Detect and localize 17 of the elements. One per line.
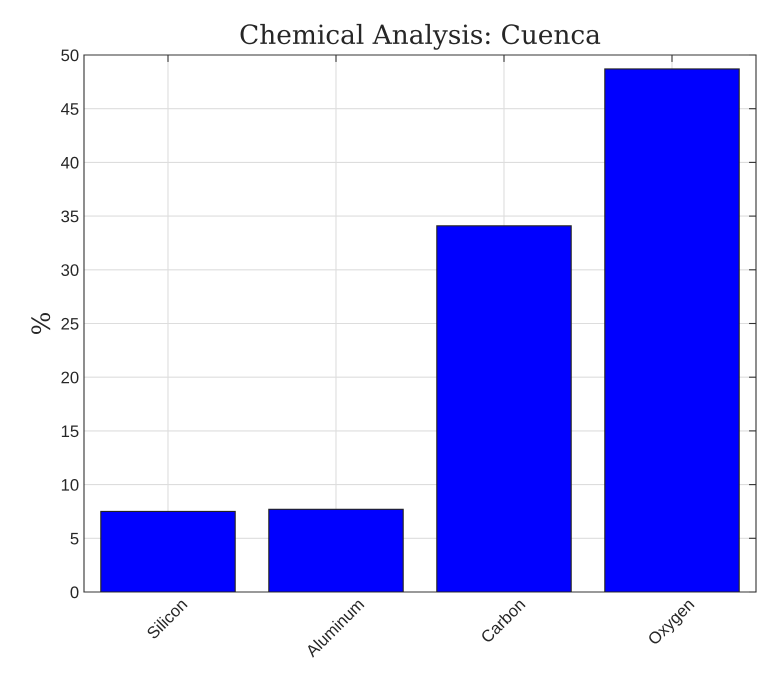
y-tick-label: 35: [61, 210, 78, 222]
y-tick-label: 0: [70, 586, 78, 598]
y-tick-label: 45: [60, 103, 78, 115]
bar: [436, 225, 572, 592]
y-tick-label: 30: [61, 264, 78, 276]
bar: [268, 508, 404, 592]
y-axis-title: %: [31, 313, 50, 334]
y-tick-label: 5: [70, 532, 78, 545]
y-tick-label: 50: [61, 49, 78, 62]
y-tick-label: 10: [62, 479, 78, 491]
y-tick-label: 15: [62, 425, 78, 438]
y-tick-label: 25: [61, 318, 78, 330]
y-tick-label: 40: [60, 156, 78, 169]
chart-title: Chemical Analysis: Cuenca: [240, 24, 600, 50]
bar: [100, 510, 236, 592]
bar: [604, 68, 740, 592]
y-tick-label: 20: [61, 372, 78, 384]
